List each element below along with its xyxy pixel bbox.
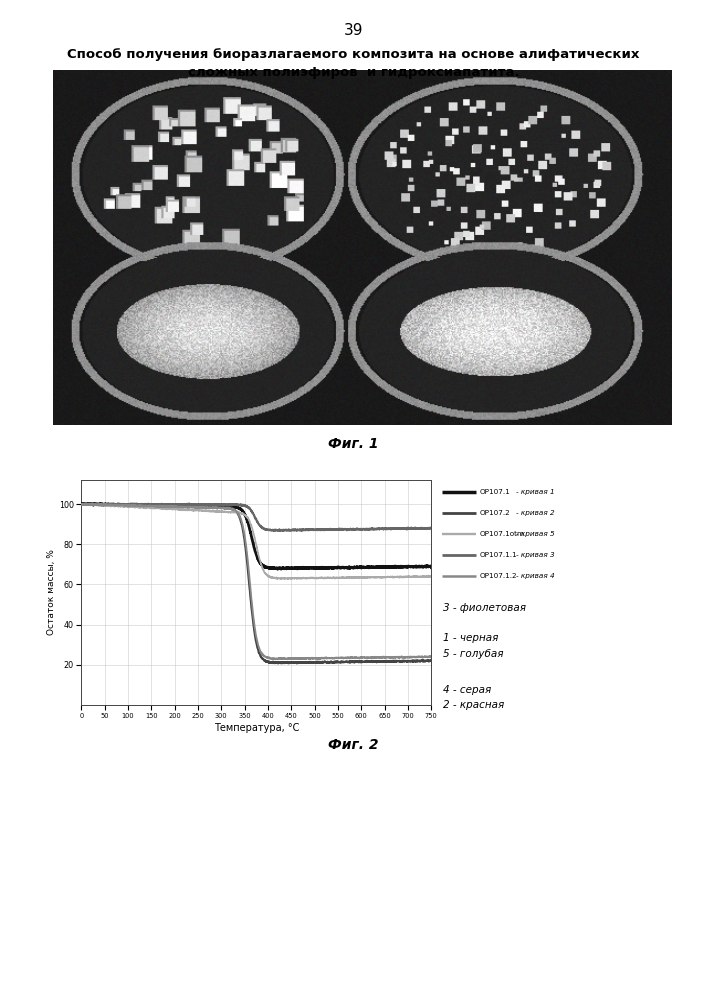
- Text: 2 - красная: 2 - красная: [443, 700, 504, 710]
- Text: 3 - фиолетовая: 3 - фиолетовая: [443, 603, 525, 613]
- Text: - кривая 2: - кривая 2: [516, 510, 555, 516]
- Text: - кривая 3: - кривая 3: [516, 552, 555, 558]
- Text: OP107.1otm: OP107.1otm: [479, 531, 525, 537]
- Text: - кривая 4: - кривая 4: [516, 573, 555, 579]
- X-axis label: Температура, °С: Температура, °С: [214, 723, 299, 733]
- Text: OP107.1.2: OP107.1.2: [479, 573, 517, 579]
- Text: Фиг. 1: Фиг. 1: [328, 437, 379, 451]
- Text: - кривая 1: - кривая 1: [516, 489, 555, 495]
- Text: 5 - голубая: 5 - голубая: [443, 649, 503, 659]
- Text: 4 - серая: 4 - серая: [443, 685, 491, 695]
- Text: 39: 39: [344, 23, 363, 38]
- Text: 1 - черная: 1 - черная: [443, 633, 498, 643]
- Text: Фиг. 2: Фиг. 2: [328, 738, 379, 752]
- Text: сложных полиэфиров  и гидроксиапатита.: сложных полиэфиров и гидроксиапатита.: [187, 66, 520, 79]
- Text: - кривая 5: - кривая 5: [516, 531, 555, 537]
- Y-axis label: Остаток массы, %: Остаток массы, %: [47, 550, 56, 635]
- Text: OP107.1: OP107.1: [479, 489, 510, 495]
- Text: OP107.1.1: OP107.1.1: [479, 552, 517, 558]
- Text: OP107.2: OP107.2: [479, 510, 510, 516]
- Text: Способ получения биоразлагаемого композита на основе алифатических: Способ получения биоразлагаемого компози…: [67, 48, 640, 61]
